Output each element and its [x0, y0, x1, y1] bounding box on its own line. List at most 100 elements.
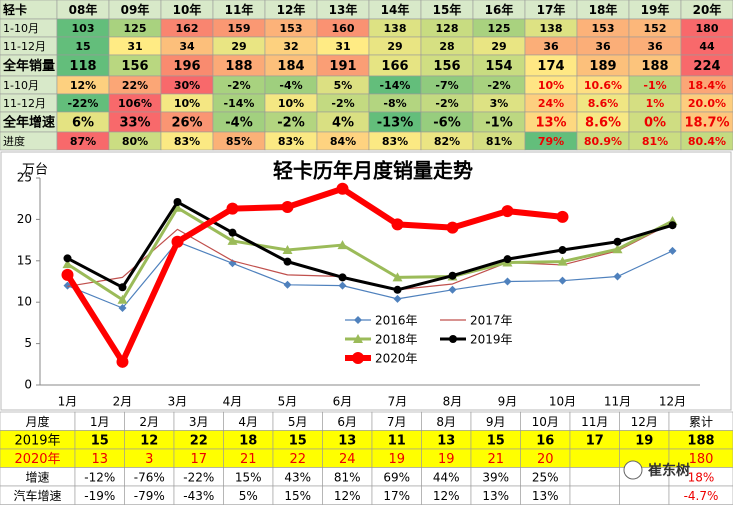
cell-text: -14% [224, 97, 255, 110]
point [283, 280, 292, 289]
cell-text: 15% [235, 470, 262, 484]
cell-text: 159 [228, 22, 251, 35]
point [227, 235, 238, 245]
x-tick-label: 1月 [58, 395, 78, 409]
cell-text: 138 [384, 22, 407, 35]
cell-text: 166 [381, 59, 408, 74]
point [172, 202, 183, 212]
cell-text: 152 [644, 22, 667, 35]
cell-text: 153 [592, 22, 615, 35]
cell-text: 5% [334, 79, 353, 92]
cell-text: 19 [388, 452, 405, 467]
watermark-icon [623, 460, 643, 480]
x-tick-label: 10月 [549, 395, 576, 409]
point [613, 272, 622, 281]
cell-text: 18年 [589, 2, 618, 17]
point [283, 257, 292, 266]
cell-text: 13 [91, 452, 108, 467]
series [63, 198, 677, 294]
table-cell [619, 485, 670, 505]
cell-text: 累计 [689, 415, 713, 429]
cell-text: 10% [278, 97, 304, 110]
watermark: 崔东树 [623, 460, 690, 480]
x-tick-label: 11月 [604, 395, 631, 409]
point [281, 200, 294, 213]
cell-text: -22% [183, 470, 214, 484]
cell-text: 22 [289, 452, 306, 467]
point [393, 294, 402, 303]
cell-text: -2% [435, 97, 458, 110]
table-cell [680, 131, 733, 151]
cell-text: 189 [589, 59, 616, 74]
point [117, 294, 128, 304]
cell-text: 汽车增速 [13, 488, 61, 503]
cell-text: 21 [487, 452, 504, 467]
cell-text: 13 [338, 433, 356, 448]
point [337, 240, 348, 250]
x-tick-label: 12月 [659, 395, 686, 409]
point [61, 268, 74, 281]
x-tick-label: 4月 [223, 395, 243, 409]
line [66, 200, 673, 292]
cell-text: 17年 [537, 2, 566, 17]
cell-text: 33% [119, 116, 150, 131]
cell-text: 82% [434, 135, 460, 148]
cell-text: 2月 [139, 415, 159, 429]
cell-text: 83% [382, 135, 408, 148]
table-cell [569, 467, 620, 487]
cell-text: 153 [280, 22, 303, 35]
cell-text: 20 [537, 452, 554, 467]
legend-marker [352, 352, 364, 364]
cell-text: 80.9% [584, 135, 622, 148]
y-tick-label: 0 [24, 378, 32, 392]
cell-text: 17 [190, 452, 207, 467]
cell-text: 15年 [433, 2, 462, 17]
point [336, 182, 349, 195]
x-tick-label: 3月 [168, 395, 188, 409]
cell-text: 11月 [581, 415, 608, 429]
point [228, 228, 237, 237]
cell-text: 25% [532, 470, 559, 484]
cell-text: 16年 [485, 2, 514, 17]
cell-text: 18.4% [688, 79, 726, 92]
cell-text: 15 [75, 40, 90, 53]
cell-text: -1% [643, 79, 666, 92]
cell-text: 84% [330, 135, 356, 148]
cell-text: 10% [174, 97, 200, 110]
cell-text: 34 [179, 40, 195, 53]
y-tick-label: 25 [17, 171, 32, 185]
cell-text: 11-12月 [3, 40, 46, 53]
cell-text: 10.6% [584, 79, 622, 92]
top-table: 轻卡 08年 09年 10年 11年 12年 13年 14年 15年 16年 17年 18年 19年 20… [0, 0, 733, 151]
cell-text: 31 [335, 40, 350, 53]
cell-text: 1月 [90, 415, 110, 429]
cell-text: -2% [227, 79, 250, 92]
cell-text: 36 [543, 40, 559, 53]
cell-text: 44 [699, 40, 715, 53]
cell-text: 19 [635, 433, 653, 448]
legend-label: 2019年 [470, 333, 513, 347]
cell-text: 12% [433, 489, 460, 503]
cell-text: 2020年 [14, 452, 60, 467]
cell-text: 10% [538, 79, 564, 92]
cell-text: -2% [487, 79, 510, 92]
cell-text: 44% [433, 470, 460, 484]
cell-text: 103 [72, 22, 95, 35]
cell-text: 21 [240, 452, 257, 467]
point [173, 198, 182, 207]
cell-text: 09年 [121, 2, 150, 17]
cell-text: 138 [540, 22, 563, 35]
cell-text: 12年 [277, 2, 306, 17]
cell-text: 28 [439, 40, 454, 53]
point [118, 283, 127, 292]
cell-text: 83% [278, 135, 304, 148]
cell-text: 11-12月 [3, 97, 46, 110]
cell-text: 83% [174, 135, 200, 148]
point [448, 285, 457, 294]
x-tick-label: 2月 [113, 395, 133, 409]
cell-text: -7% [435, 79, 458, 92]
legend-label: 2018年 [375, 333, 418, 347]
cell-text: 13% [535, 116, 566, 131]
cell-text: 80.4% [688, 135, 726, 148]
cell-text: 85% [226, 135, 252, 148]
